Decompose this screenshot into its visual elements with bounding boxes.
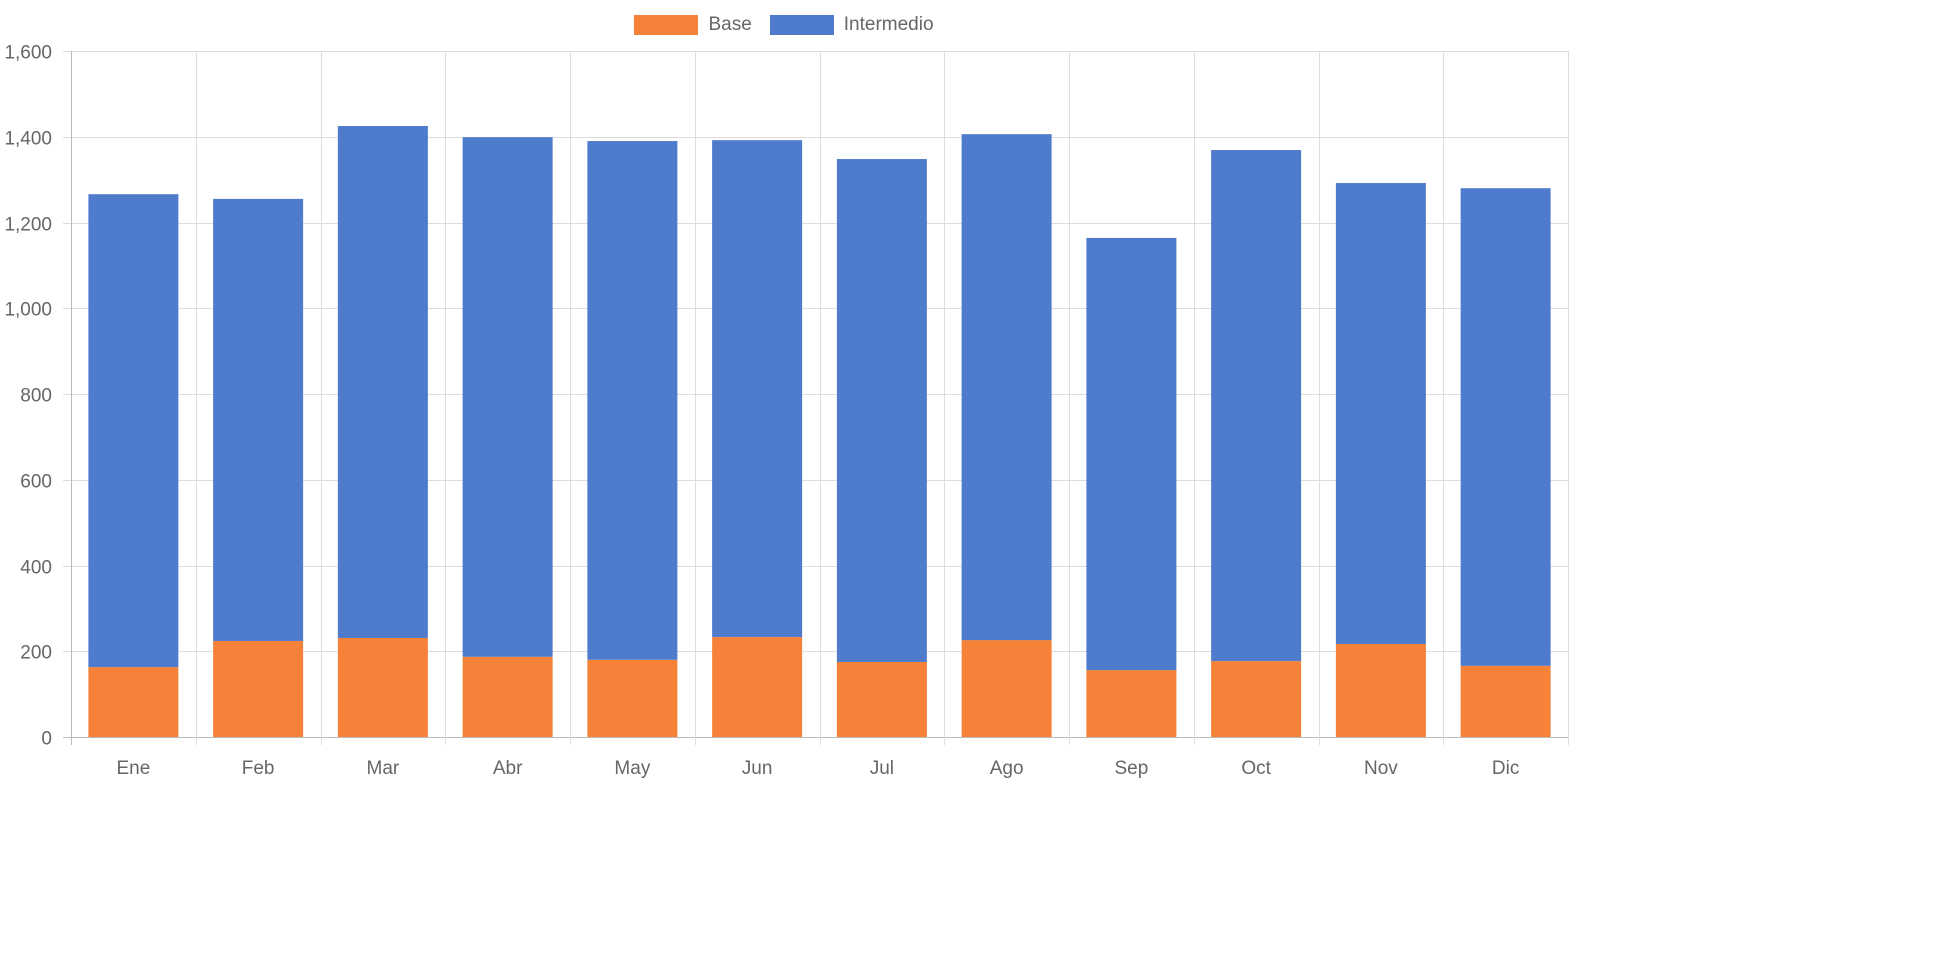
bar-base-mar xyxy=(337,637,428,737)
bar-intermedio-mar xyxy=(337,126,428,638)
y-tick-label: 400 xyxy=(20,558,52,579)
y-tick-label: 1,400 xyxy=(4,129,52,150)
bar-base-abr xyxy=(462,656,553,737)
bar-intermedio-dic xyxy=(1460,188,1551,666)
x-tick-label: Feb xyxy=(242,758,275,779)
bar-base-ago xyxy=(961,640,1052,737)
bar-intermedio-may xyxy=(587,141,678,660)
bar-base-may xyxy=(587,659,678,737)
x-tick-label: Sep xyxy=(1114,758,1148,779)
y-tick-label: 800 xyxy=(20,386,52,407)
bar-base-jul xyxy=(836,661,927,737)
legend-item-intermedio[interactable]: Intermedio xyxy=(769,14,934,36)
y-tick-label: 0 xyxy=(41,729,52,750)
bar-intermedio-ago xyxy=(961,134,1052,641)
bar-base-oct xyxy=(1211,661,1302,737)
legend-swatch-base xyxy=(634,15,699,35)
legend: Base Intermedio xyxy=(0,14,1568,36)
y-tick-label: 200 xyxy=(20,643,52,664)
x-tick-label: Nov xyxy=(1364,758,1398,779)
x-tick-label: Ago xyxy=(990,758,1024,779)
bar-base-sep xyxy=(1086,670,1177,737)
x-tick-label: Ene xyxy=(116,758,150,779)
legend-swatch-intermedio xyxy=(769,15,834,35)
x-tick-label: Mar xyxy=(367,758,400,779)
bar-base-dic xyxy=(1460,665,1551,737)
y-tick-label: 1,000 xyxy=(4,300,52,321)
y-tick-label: 1,200 xyxy=(4,215,52,236)
bar-intermedio-ene xyxy=(88,194,179,668)
bar-base-jun xyxy=(712,637,803,737)
legend-item-base[interactable]: Base xyxy=(634,14,752,36)
bar-intermedio-sep xyxy=(1086,237,1177,671)
bar-base-nov xyxy=(1335,643,1426,737)
bar-intermedio-oct xyxy=(1211,150,1302,662)
bar-base-ene xyxy=(88,667,179,737)
bar-intermedio-jul xyxy=(836,159,927,662)
bar-intermedio-nov xyxy=(1335,183,1426,644)
x-tick-label: May xyxy=(614,758,650,779)
bar-intermedio-feb xyxy=(213,198,304,641)
bar-intermedio-jun xyxy=(712,140,803,638)
x-tick-label: Jun xyxy=(742,758,773,779)
x-tick-label: Jul xyxy=(870,758,894,779)
legend-label-base: Base xyxy=(708,14,752,35)
x-tick-label: Oct xyxy=(1241,758,1271,779)
bar-base-feb xyxy=(213,640,304,737)
x-tick-label: Dic xyxy=(1492,758,1519,779)
x-tick-label: Abr xyxy=(493,758,523,779)
y-tick-label: 600 xyxy=(20,472,52,493)
legend-label-intermedio: Intermedio xyxy=(843,14,934,35)
y-tick-label: 1,600 xyxy=(4,43,52,64)
bar-intermedio-abr xyxy=(462,137,553,657)
